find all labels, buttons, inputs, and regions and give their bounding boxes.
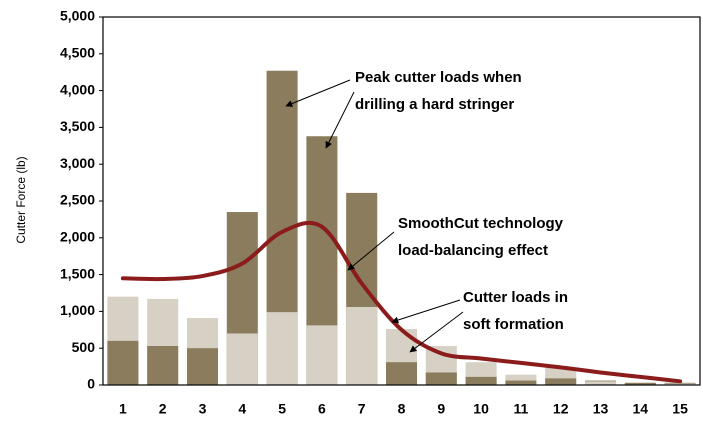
bar bbox=[505, 374, 537, 385]
bar bbox=[545, 378, 577, 385]
arrows bbox=[285, 79, 464, 353]
y-tick-label: 3,500 bbox=[60, 118, 95, 134]
y-tick-label: 4,500 bbox=[60, 45, 95, 61]
arrow bbox=[409, 311, 464, 353]
x-tick-label: 11 bbox=[513, 401, 528, 417]
bar bbox=[465, 376, 497, 385]
annotation: SmoothCut technology bbox=[398, 215, 564, 232]
bar bbox=[425, 372, 457, 385]
y-tick-label: 5,000 bbox=[60, 8, 95, 24]
x-tick-label: 13 bbox=[593, 401, 609, 417]
bar bbox=[306, 325, 338, 385]
annotation: Peak cutter loads when bbox=[355, 69, 522, 86]
bar bbox=[664, 383, 696, 385]
bar bbox=[624, 382, 656, 385]
y-tick-label: 1,500 bbox=[60, 265, 95, 281]
arrow bbox=[391, 299, 461, 324]
x-tick-label: 12 bbox=[553, 401, 569, 417]
arrow bbox=[325, 91, 355, 149]
arrow bbox=[285, 79, 351, 107]
x-tick-label: 4 bbox=[238, 401, 246, 417]
bar bbox=[346, 306, 378, 385]
bar bbox=[147, 345, 179, 385]
bar bbox=[266, 312, 298, 385]
x-tick-label: 7 bbox=[358, 401, 366, 417]
line bbox=[120, 220, 683, 384]
y-tick-label: 0 bbox=[87, 376, 95, 392]
annotation: Cutter loads in bbox=[463, 289, 568, 306]
x-tick-label: 1 bbox=[119, 401, 127, 417]
x-tick-label: 8 bbox=[398, 401, 406, 417]
x-tick-label: 6 bbox=[318, 401, 326, 417]
x-tick-label: 15 bbox=[672, 401, 688, 417]
x-tick-label: 3 bbox=[199, 401, 207, 417]
annotation: drilling a hard stringer bbox=[355, 96, 514, 113]
x-tick-label: 5 bbox=[278, 401, 286, 417]
y-tick-label: 1,000 bbox=[60, 302, 95, 318]
y-tick-label: 4,000 bbox=[60, 81, 95, 97]
x-tick-label: 9 bbox=[437, 401, 445, 417]
y-tick-label: 2,500 bbox=[60, 192, 95, 208]
y-axis-label: Cutter Force (lb) bbox=[14, 156, 28, 243]
bar bbox=[584, 381, 617, 385]
annotation: soft formation bbox=[463, 316, 564, 333]
plot-area bbox=[107, 70, 696, 385]
x-tick-label: 2 bbox=[159, 401, 167, 417]
y-tick-label: 3,000 bbox=[60, 155, 95, 171]
y-tick-label: 500 bbox=[72, 339, 96, 355]
x-tick-label: 14 bbox=[633, 401, 649, 417]
bar bbox=[186, 348, 219, 385]
bar bbox=[505, 380, 537, 385]
y-tick-label: 2,000 bbox=[60, 229, 95, 245]
bar bbox=[226, 333, 258, 385]
bar bbox=[107, 340, 139, 385]
bar bbox=[385, 362, 418, 385]
arrow bbox=[347, 231, 395, 271]
annotation: load-balancing effect bbox=[398, 242, 548, 259]
x-tick-label: 10 bbox=[473, 401, 489, 417]
